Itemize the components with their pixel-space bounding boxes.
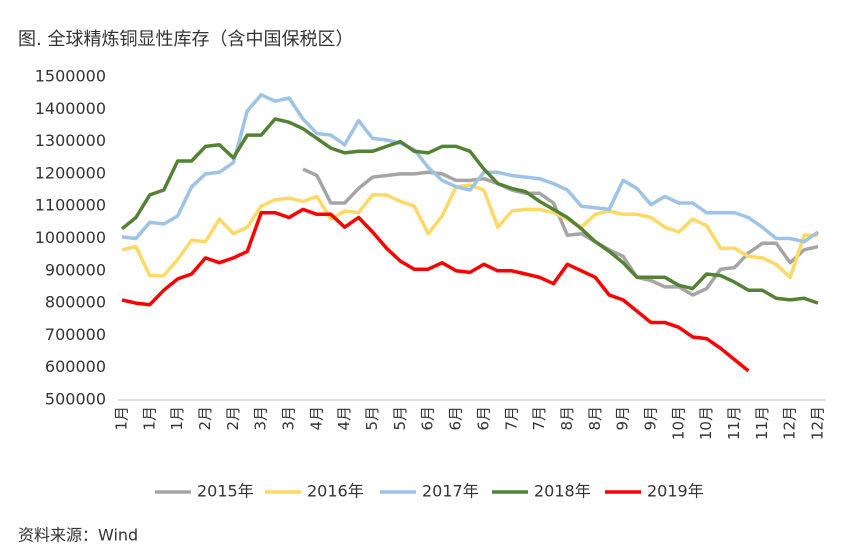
x-tick-label: 1月 [113,406,131,431]
series-line [121,93,820,244]
y-tick-label: 700000 [45,325,106,344]
y-tick-label: 800000 [45,293,106,312]
series-line [302,167,819,297]
x-tick-label: 7月 [502,406,520,431]
y-tick-label: 1000000 [35,228,106,247]
x-tick-label: 11月 [725,406,743,440]
y-tick-label: 1300000 [35,131,106,150]
x-tick-label: 11月 [753,406,771,440]
x-tick-label: 1月 [140,406,158,431]
x-tick-label: 10月 [669,406,687,440]
y-tick-label: 1400000 [35,99,106,118]
chart-title: 图. 全球精炼铜显性库存（含中国保税区） [18,29,353,50]
legend-label: 2016年 [307,482,364,501]
x-tick-label: 10月 [697,406,715,440]
x-tick-label: 9月 [641,406,659,431]
x-tick-label: 4月 [335,406,353,431]
x-tick-label: 7月 [530,406,548,431]
x-tick-label: 6月 [419,406,437,431]
y-tick-label: 500000 [45,390,106,409]
legend-label: 2018年 [534,482,591,501]
y-tick-label: 1100000 [35,196,106,215]
x-tick-label: 3月 [252,406,270,431]
series-line [121,207,750,373]
legend-label: 2017年 [422,482,479,501]
x-tick-label: 5月 [363,406,381,431]
x-tick-label: 6月 [447,406,465,431]
x-tick-label: 2月 [224,406,242,431]
y-tick-label: 1500000 [35,67,106,86]
y-tick-label: 1200000 [35,163,106,182]
y-tick-label: 600000 [45,357,106,376]
x-tick-label: 2月 [196,406,214,431]
source-note: 资料来源：Wind [18,526,138,545]
series-line [120,117,819,305]
x-tick-label: 8月 [558,406,576,431]
x-tick-label: 3月 [280,406,298,431]
x-tick-label: 5月 [391,406,409,431]
x-tick-label: 8月 [586,406,604,431]
x-tick-label: 6月 [474,406,492,431]
x-tick-label: 9月 [614,406,632,431]
y-tick-label: 900000 [45,260,106,279]
x-tick-label: 12月 [781,406,799,440]
x-tick-label: 4月 [307,406,325,431]
x-tick-label: 1月 [168,406,186,431]
series-line [121,183,818,280]
x-tick-label: 12月 [809,406,827,440]
legend-label: 2015年 [197,482,254,501]
legend-label: 2019年 [647,482,704,501]
